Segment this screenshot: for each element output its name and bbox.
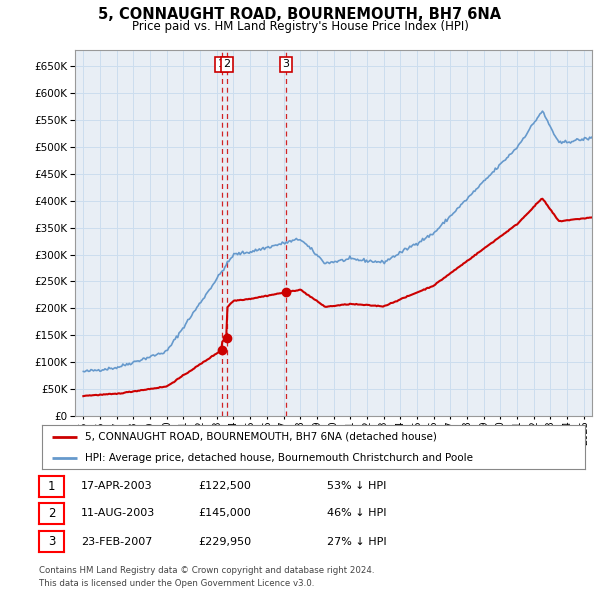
Text: £145,000: £145,000 xyxy=(198,509,251,518)
Text: HPI: Average price, detached house, Bournemouth Christchurch and Poole: HPI: Average price, detached house, Bour… xyxy=(85,453,473,463)
Text: 17-APR-2003: 17-APR-2003 xyxy=(81,481,152,491)
Text: 3: 3 xyxy=(48,535,55,548)
Text: 27% ↓ HPI: 27% ↓ HPI xyxy=(327,537,386,546)
Text: 2: 2 xyxy=(223,59,230,69)
Text: 3: 3 xyxy=(283,59,289,69)
Text: 2: 2 xyxy=(48,507,55,520)
Text: £229,950: £229,950 xyxy=(198,537,251,546)
Text: Contains HM Land Registry data © Crown copyright and database right 2024.
This d: Contains HM Land Registry data © Crown c… xyxy=(39,566,374,588)
Text: 1: 1 xyxy=(48,480,55,493)
Text: 11-AUG-2003: 11-AUG-2003 xyxy=(81,509,155,518)
Text: 23-FEB-2007: 23-FEB-2007 xyxy=(81,537,152,546)
Text: 5, CONNAUGHT ROAD, BOURNEMOUTH, BH7 6NA: 5, CONNAUGHT ROAD, BOURNEMOUTH, BH7 6NA xyxy=(98,7,502,22)
Text: £122,500: £122,500 xyxy=(198,481,251,491)
Text: 46% ↓ HPI: 46% ↓ HPI xyxy=(327,509,386,518)
Text: 53% ↓ HPI: 53% ↓ HPI xyxy=(327,481,386,491)
Text: 1: 1 xyxy=(218,59,225,69)
Text: 5, CONNAUGHT ROAD, BOURNEMOUTH, BH7 6NA (detached house): 5, CONNAUGHT ROAD, BOURNEMOUTH, BH7 6NA … xyxy=(85,432,437,442)
Text: Price paid vs. HM Land Registry's House Price Index (HPI): Price paid vs. HM Land Registry's House … xyxy=(131,20,469,33)
